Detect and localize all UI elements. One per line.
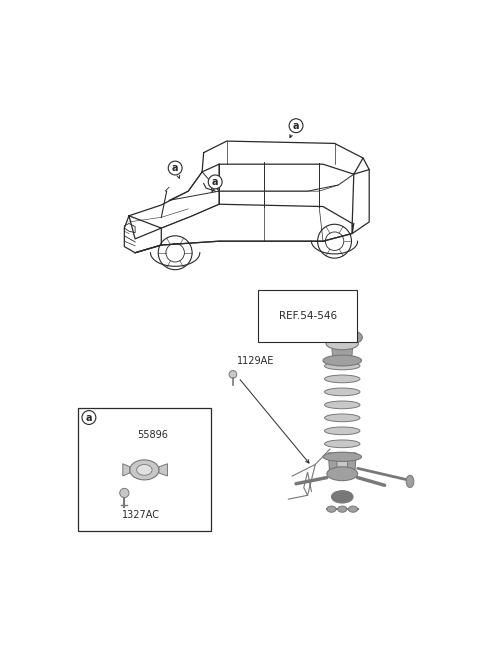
FancyBboxPatch shape: [78, 408, 211, 531]
Ellipse shape: [324, 427, 360, 435]
Text: a: a: [172, 163, 179, 173]
Ellipse shape: [324, 401, 360, 409]
Circle shape: [168, 161, 182, 175]
Circle shape: [120, 488, 129, 498]
Ellipse shape: [348, 506, 358, 512]
Circle shape: [82, 411, 96, 424]
Text: a: a: [293, 121, 300, 131]
Text: 1327AC: 1327AC: [122, 510, 160, 520]
Polygon shape: [159, 464, 168, 476]
Ellipse shape: [324, 453, 360, 461]
Ellipse shape: [327, 467, 358, 481]
Ellipse shape: [324, 388, 360, 396]
Text: a: a: [85, 413, 92, 422]
Ellipse shape: [406, 475, 414, 487]
Ellipse shape: [337, 506, 347, 512]
Ellipse shape: [324, 375, 360, 382]
Ellipse shape: [137, 464, 152, 475]
Text: 1129AE: 1129AE: [237, 356, 274, 365]
Ellipse shape: [327, 506, 336, 512]
Text: a: a: [212, 177, 218, 187]
Ellipse shape: [323, 452, 361, 461]
Ellipse shape: [130, 460, 159, 480]
Polygon shape: [337, 461, 348, 480]
Ellipse shape: [332, 491, 353, 503]
Circle shape: [229, 371, 237, 379]
Polygon shape: [123, 464, 130, 476]
Ellipse shape: [322, 329, 362, 346]
Circle shape: [289, 119, 303, 133]
Ellipse shape: [326, 337, 359, 350]
Polygon shape: [328, 453, 356, 478]
Polygon shape: [332, 344, 353, 361]
Text: REF.54-546: REF.54-546: [278, 311, 336, 321]
Ellipse shape: [324, 440, 360, 447]
Ellipse shape: [324, 362, 360, 370]
Circle shape: [208, 175, 222, 189]
Ellipse shape: [324, 414, 360, 422]
Ellipse shape: [323, 355, 361, 366]
Text: 55896: 55896: [137, 430, 168, 440]
